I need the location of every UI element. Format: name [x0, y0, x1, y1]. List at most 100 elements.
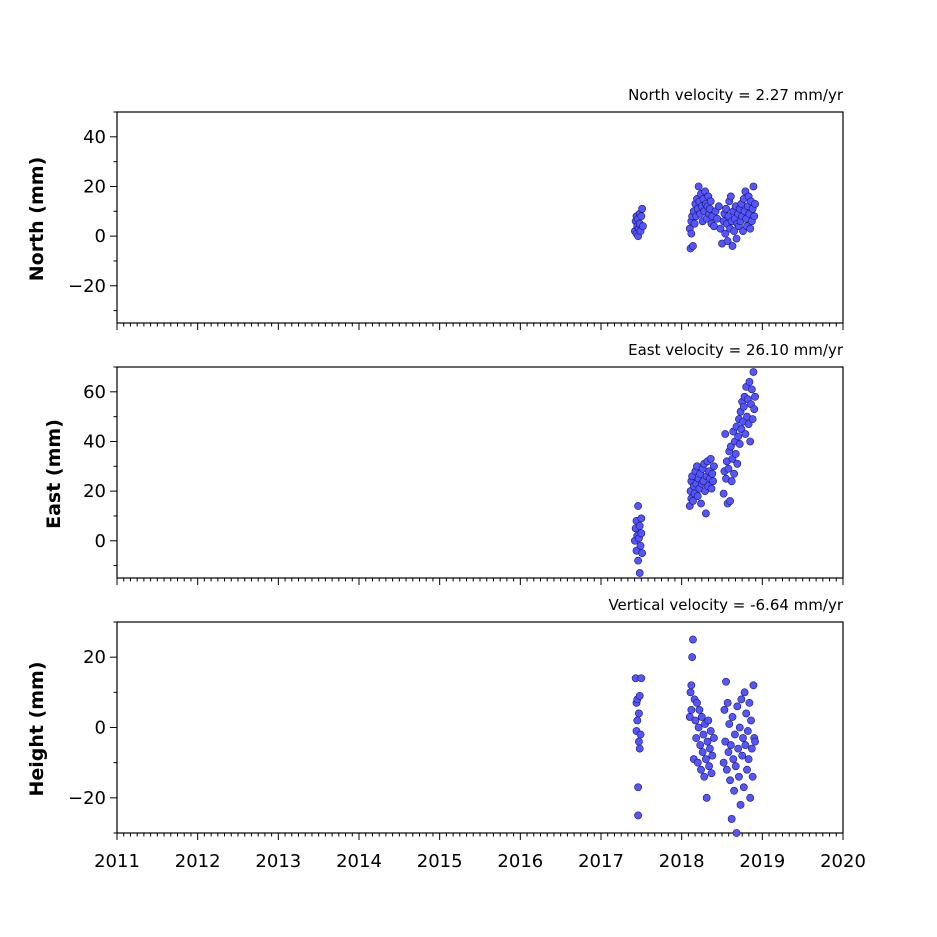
height-data-point: [691, 716, 700, 725]
east-data-point: [739, 402, 748, 411]
height-data-point: [751, 737, 759, 746]
east-data-point: [726, 497, 734, 505]
east-data-point: [706, 454, 715, 463]
north-data-point: [721, 229, 730, 238]
east-data-point: [741, 430, 750, 438]
panel-north: North velocity = 2.27 mm/yr North (mm) 4…: [26, 86, 844, 330]
east-data-point: [745, 377, 754, 386]
height-data-point: [635, 744, 644, 753]
east-data-point: [750, 405, 759, 414]
height-ytick-label: 20: [83, 647, 106, 668]
east-data-point: [707, 484, 716, 493]
east-data-point: [701, 509, 710, 518]
height-data-point: [710, 734, 718, 742]
height-data-point: [635, 709, 643, 718]
east-ytick-label: 0: [95, 531, 106, 552]
height-data-point: [739, 783, 748, 792]
east-data-point: [710, 462, 718, 471]
height-data-point: [635, 737, 643, 746]
height-data-point: [731, 730, 739, 739]
height-data-point: [701, 755, 710, 764]
east-data-point: [734, 432, 743, 441]
height-data-point: [698, 748, 707, 757]
east-data-point: [748, 415, 757, 424]
height-data-point: [708, 751, 717, 760]
height-data-point: [635, 691, 644, 700]
xtick-label: 2018: [659, 851, 705, 872]
east-data-point: [637, 514, 646, 523]
east-ytick-label: 60: [83, 382, 106, 403]
north-data-point: [722, 204, 730, 213]
height-data-point: [722, 677, 730, 686]
height-data-point: [719, 758, 728, 767]
xtick-label: 2014: [336, 851, 382, 872]
height-title: Vertical velocity = -6.64 mm/yr: [608, 596, 843, 614]
east-data-point: [693, 492, 702, 500]
east-data-point: [719, 489, 728, 498]
height-data-point: [705, 762, 713, 771]
height-data-point: [706, 727, 715, 735]
east-data-point: [635, 521, 644, 530]
north-data-point: [732, 234, 741, 243]
height-data-point: [724, 748, 733, 757]
east-data-point: [727, 477, 736, 486]
east-data-point: [751, 392, 759, 401]
east-data-point: [709, 477, 718, 486]
height-ytick-label: 0: [95, 718, 106, 739]
panel-height: Vertical velocity = -6.64 mm/yr Height (…: [26, 596, 866, 872]
xtick-label: 2020: [820, 851, 866, 872]
height-data-point: [703, 737, 712, 746]
east-data-point: [634, 502, 643, 510]
east-data-point: [731, 449, 740, 458]
height-data-point: [735, 772, 743, 781]
height-data-point: [732, 829, 741, 837]
height-data-point: [694, 723, 703, 732]
height-data-point: [747, 716, 755, 725]
east-ylabel: East (mm): [43, 419, 65, 529]
east-data-point: [747, 385, 756, 394]
height-data-point: [730, 786, 738, 795]
height-data-point: [720, 706, 729, 714]
east-data-point: [634, 556, 643, 565]
north-data-point: [728, 242, 737, 250]
east-ytick-label: 20: [83, 481, 106, 502]
height-data-point: [729, 755, 738, 764]
height-data-point: [686, 688, 695, 697]
height-data-point: [634, 811, 643, 820]
height-data-point: [748, 772, 757, 781]
height-data-point: [634, 783, 643, 792]
height-ytick-label: −20: [68, 788, 106, 809]
east-data-point: [724, 464, 733, 473]
height-data-point: [741, 741, 750, 749]
height-data-point: [742, 709, 751, 718]
height-data-point: [706, 744, 714, 753]
north-data-point: [750, 212, 759, 221]
north-ylabel: North (mm): [26, 157, 48, 282]
height-data-point: [743, 765, 751, 774]
north-data-point: [689, 242, 697, 250]
north-data-point: [749, 182, 758, 191]
height-data-point: [728, 713, 737, 721]
north-data-point: [637, 212, 646, 221]
xtick-label: 2011: [94, 851, 140, 872]
north-data-point: [730, 227, 738, 236]
east-data-point: [733, 459, 742, 468]
height-data-point: [736, 800, 745, 809]
east-data-point: [635, 569, 644, 577]
height-data-point: [689, 635, 697, 644]
north-data-point: [710, 222, 718, 231]
north-data-point: [639, 222, 647, 231]
east-data-point: [749, 368, 758, 376]
height-data-point: [700, 772, 709, 781]
east-data-point: [697, 499, 705, 508]
east-data-point: [637, 529, 646, 538]
height-data-point: [707, 769, 716, 778]
height-data-point: [725, 720, 734, 728]
height-data-point: [697, 765, 705, 774]
xtick-label: 2019: [739, 851, 785, 872]
xtick-label: 2017: [578, 851, 624, 872]
height-data-point: [726, 776, 734, 785]
east-data-point: [636, 541, 645, 550]
height-data-point: [688, 653, 697, 662]
